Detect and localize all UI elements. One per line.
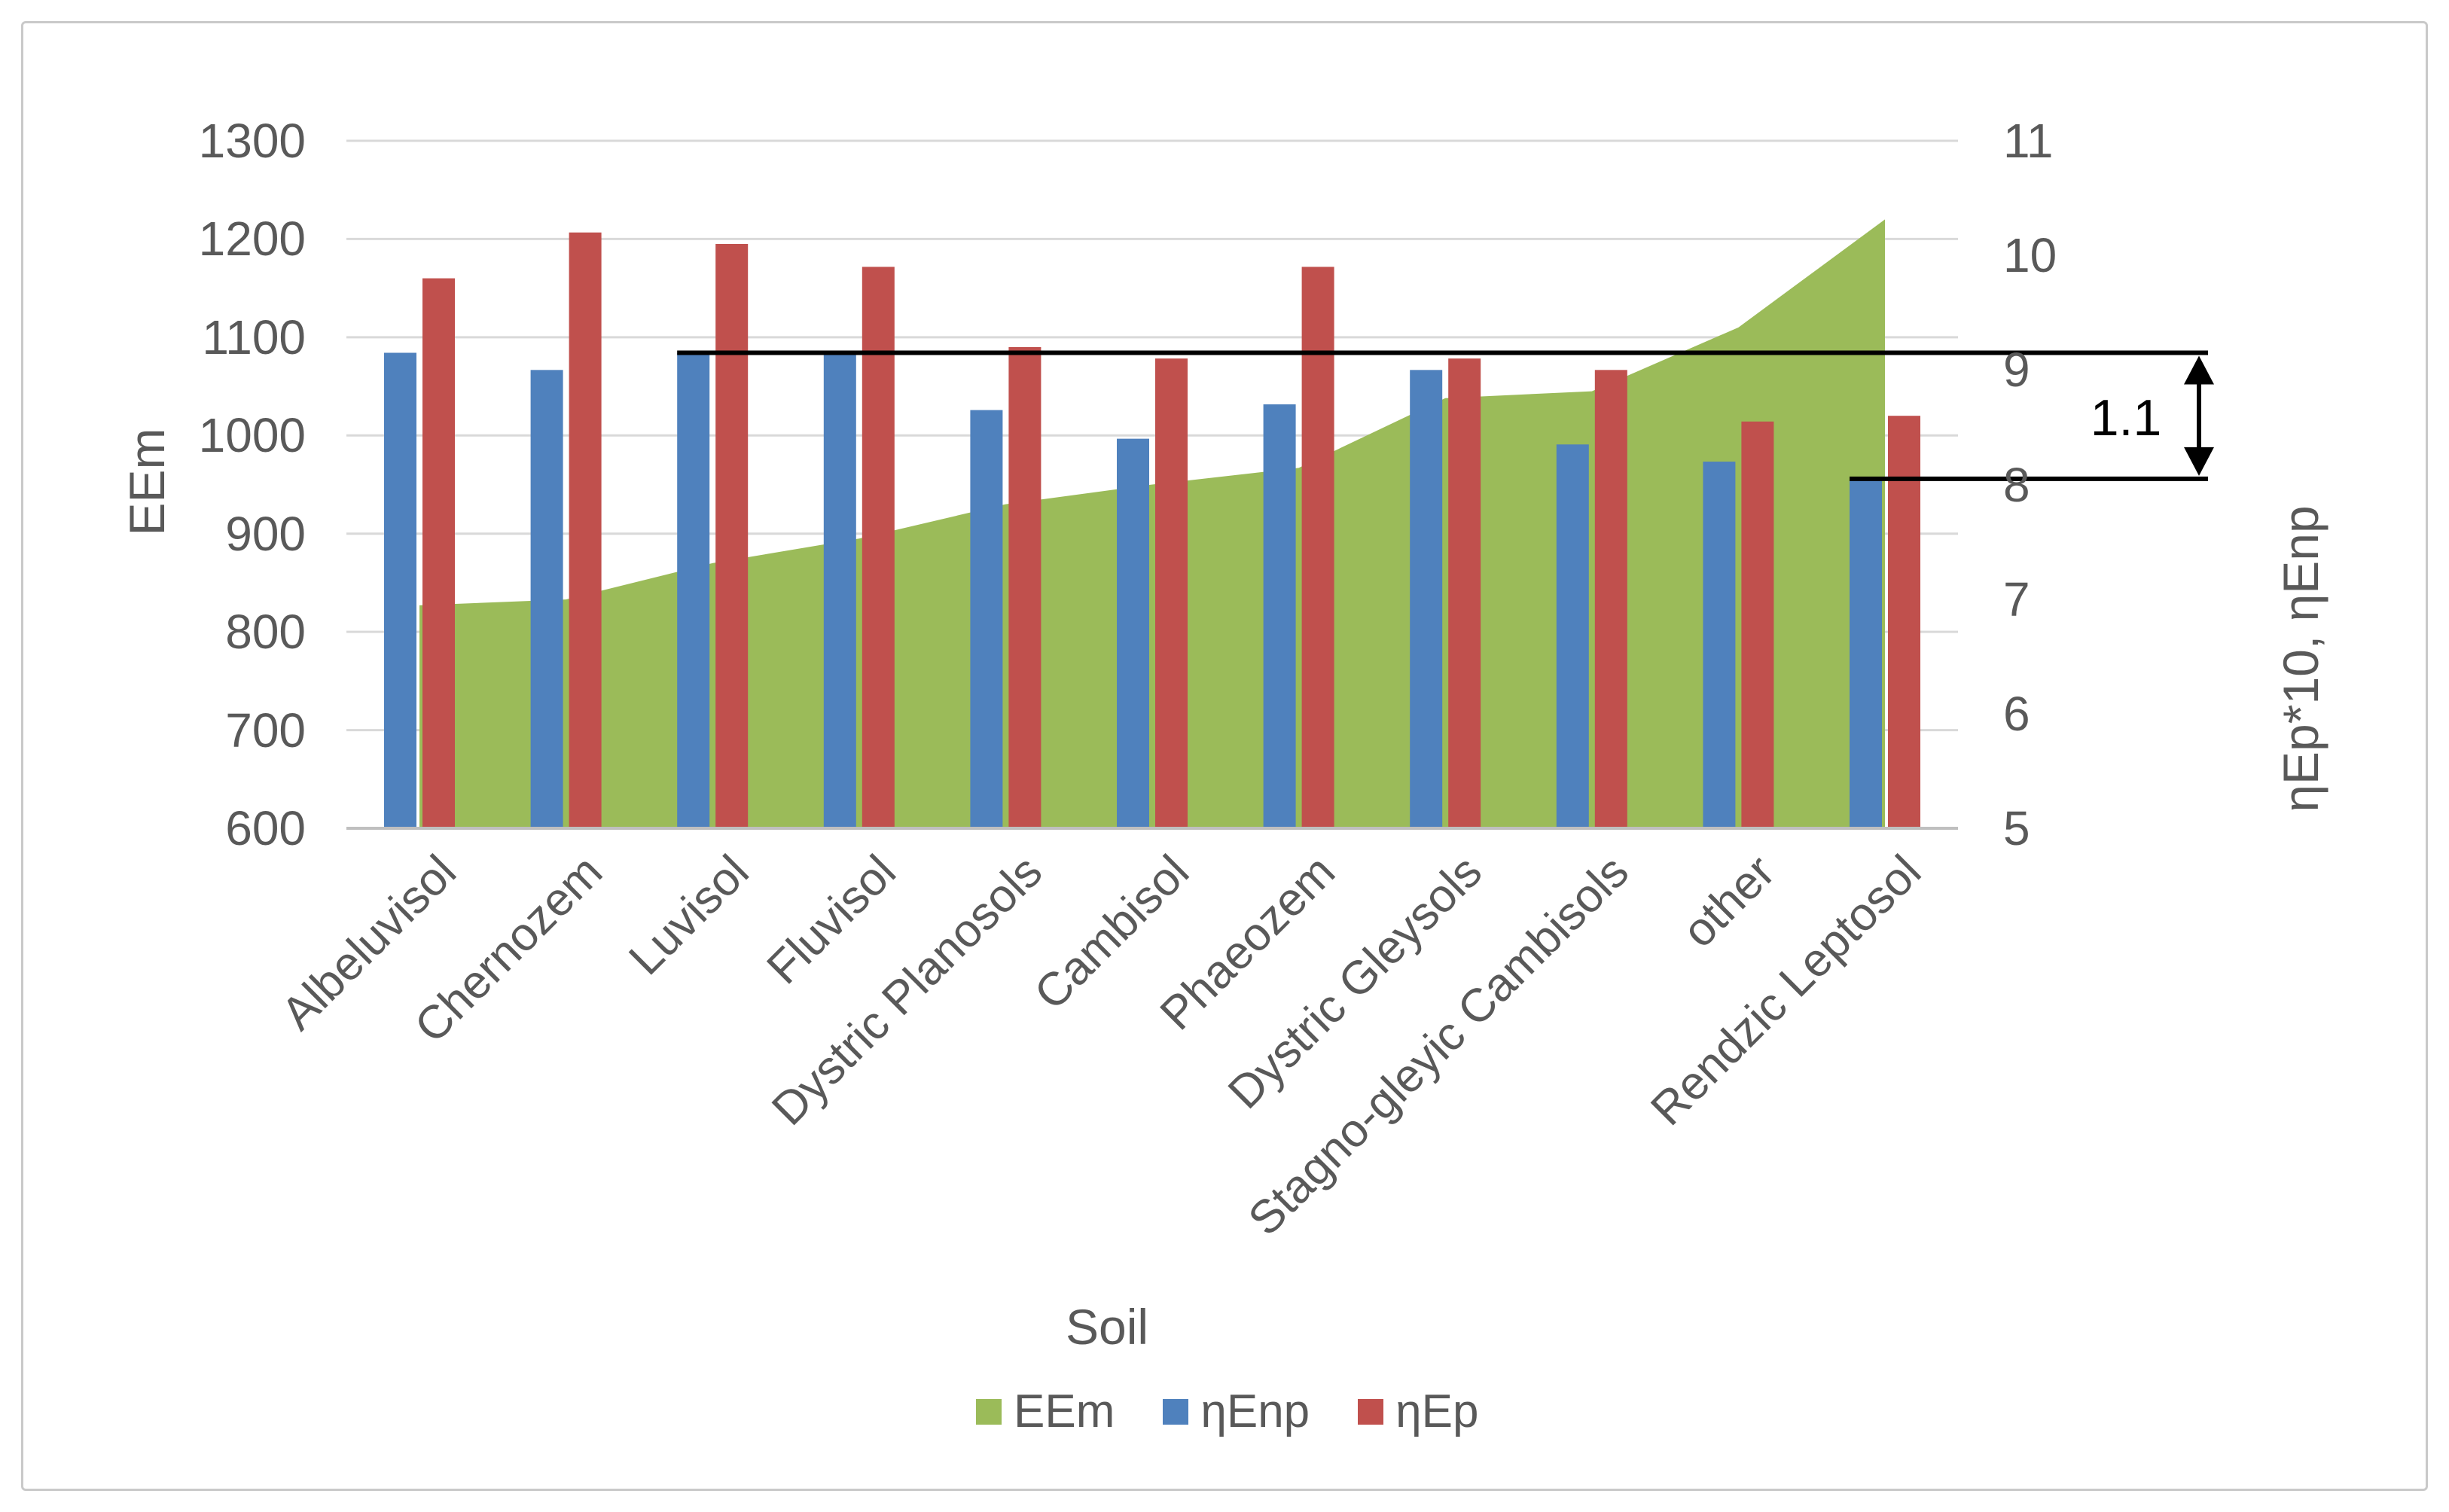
enp-bar-luvisol [677,352,710,829]
legend-label-eem: EEm [1014,1385,1115,1437]
enp-bar-dystric-planosols [970,410,1003,828]
eem-area-swatch-icon [976,1399,1002,1425]
left-axis-tick-600: 600 [225,801,306,855]
arrow-down-icon [2184,447,2214,476]
right-axis-tick-10: 10 [2003,228,2057,283]
ep-bar-cambisol [1155,358,1188,828]
legend-item-enp: ηEnp [1163,1385,1310,1438]
enp-bar-cambisol [1117,438,1149,828]
left-axis-tick-1200: 1200 [198,212,306,267]
enp-bar-fluvisol [823,352,856,829]
right-axis-tick-5: 5 [2003,801,2030,855]
ep-bar-dystric-gleysols [1448,358,1481,828]
ep-bar-other [1741,421,1774,828]
ep-bar-luvisol [715,243,749,828]
right-axis-tick-7: 7 [2003,572,2030,626]
enp-bar-rendzic-leptosol [1850,478,1882,828]
legend: EEm ηEnp ηEp [976,1385,1527,1438]
enp-bar-swatch-icon [1163,1399,1189,1425]
enp-bar-other [1703,462,1736,828]
left-axis-title: EEm [119,428,175,536]
enp-bar-chernozem [530,370,563,828]
ep-bar-fluvisol [862,267,895,829]
left-axis-tick-800: 800 [225,605,306,660]
eem-area-series [419,219,1885,828]
ep-bar-swatch-icon [1358,1399,1384,1425]
legend-label-ep: ηEp [1395,1385,1479,1437]
enp-bar-phaeozem [1263,404,1296,828]
ep-bar-albeluvisol [422,278,455,829]
left-axis-tick-1100: 1100 [202,309,306,364]
ep-bar-stagno-gleyic-cambisols [1594,370,1627,828]
right-axis-tick-8: 8 [2003,457,2030,512]
legend-item-eem: EEm [976,1385,1115,1438]
arrow-up-icon [2184,355,2214,385]
enp-bar-albeluvisol [384,352,416,829]
enp-bar-dystric-gleysols [1410,370,1443,828]
ep-bar-chernozem [569,232,602,828]
right-axis-tick-9: 9 [2003,343,2030,398]
left-axis-tick-1000: 1000 [198,408,306,463]
enp-bar-stagno-gleyic-cambisols [1556,444,1589,828]
legend-label-enp: ηEnp [1200,1385,1310,1437]
legend-item-ep: ηEp [1358,1385,1479,1438]
right-axis-title: ηEp*10, ηEnp [2273,505,2329,812]
left-axis-tick-1300: 1300 [198,114,306,168]
x-axis-title: Soil [1065,1299,1149,1355]
left-axis-tick-700: 700 [225,703,306,758]
ep-bar-dystric-planosols [1008,346,1042,828]
left-axis-tick-900: 900 [225,506,306,561]
ep-bar-phaeozem [1301,267,1334,829]
right-axis-tick-11: 11 [2003,114,2054,168]
right-axis-tick-6: 6 [2003,686,2030,741]
ep-bar-rendzic-leptosol [1888,416,1920,828]
annotation-difference-label: 1.1 [2090,389,2162,447]
